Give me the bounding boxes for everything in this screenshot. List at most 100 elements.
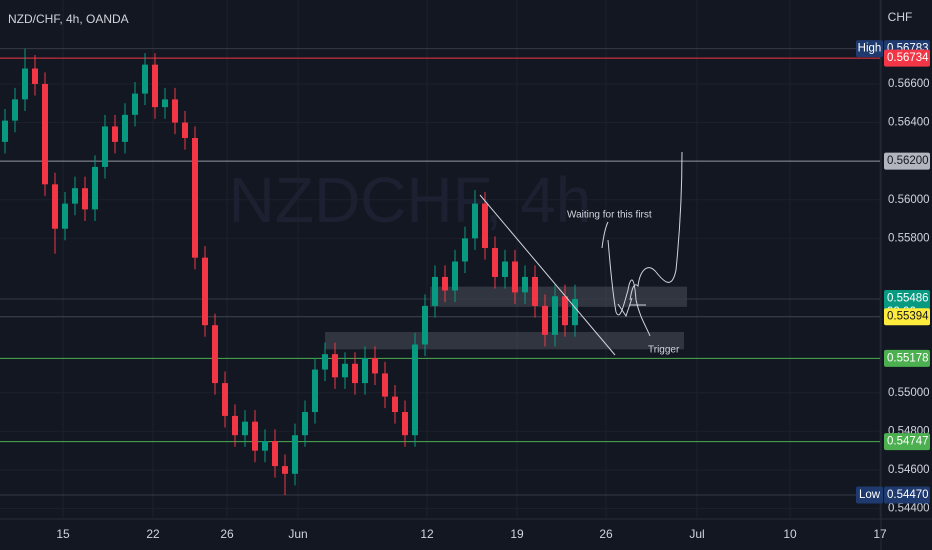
y-tick-label: 0.56000 <box>888 194 930 206</box>
candle-body <box>482 203 488 248</box>
price-tag-box <box>856 486 883 504</box>
price-label: 0.55486 <box>887 292 929 304</box>
zone <box>430 286 687 307</box>
price-label: 0.55178 <box>887 352 929 364</box>
price-label: 0.55394 <box>887 311 929 323</box>
candle-body <box>512 261 518 293</box>
candle-body <box>102 126 108 167</box>
candle-body <box>2 120 8 142</box>
watermark: NZDCHF, 4h <box>229 164 592 236</box>
candle-body <box>292 435 298 474</box>
drawn-mark <box>617 297 646 318</box>
price-lines <box>0 48 880 496</box>
y-tick-label: 0.55800 <box>888 232 930 244</box>
candle-body <box>232 415 238 436</box>
candle-body <box>312 369 318 413</box>
y-tick-label: 0.56600 <box>888 78 930 90</box>
candle-body <box>532 276 538 306</box>
candle-body <box>162 99 168 108</box>
currency: CHF <box>888 10 913 24</box>
candle-body <box>152 64 158 108</box>
candle-body <box>362 358 368 384</box>
candle-body <box>222 383 228 416</box>
candle-body <box>432 276 438 306</box>
candle-body <box>322 354 328 370</box>
candle-body <box>172 99 178 123</box>
y-tick-label: 0.56400 <box>888 117 930 129</box>
candles <box>2 48 578 496</box>
candle-body <box>42 83 48 185</box>
candle-body <box>92 166 98 210</box>
candle-body <box>562 296 568 326</box>
price-label: 0.54747 <box>887 436 929 448</box>
candle-body <box>282 466 288 474</box>
candle-body <box>62 203 68 229</box>
x-tick-label: 19 <box>510 527 524 541</box>
candle-body <box>462 238 468 262</box>
x-tick-label: 12 <box>420 527 434 541</box>
candle-body <box>212 325 218 384</box>
candle-body <box>82 188 88 210</box>
x-tick-label: 17 <box>873 527 887 541</box>
candle-body <box>422 305 428 345</box>
x-tick-label: Jul <box>689 527 704 541</box>
price-label: 0.54470 <box>887 489 929 501</box>
annotation: Trigger <box>648 345 680 356</box>
candle-body <box>372 358 378 374</box>
candle-body <box>122 114 128 142</box>
price-label: 0.56200 <box>887 155 929 167</box>
y-tick-label: 0.55000 <box>888 387 930 399</box>
candle-body <box>382 373 388 397</box>
price-label: 0.56734 <box>887 52 929 64</box>
candle-body <box>272 440 278 467</box>
candle-body <box>262 440 268 451</box>
annotation: Waiting for this first <box>567 210 652 221</box>
x-tick-label: 26 <box>599 527 613 541</box>
candle-body <box>252 421 258 451</box>
price-label-box <box>884 49 930 67</box>
candle-body <box>242 421 248 436</box>
candle-body <box>452 261 458 291</box>
price-label-box <box>884 152 930 170</box>
candle-body <box>412 344 418 436</box>
candle-body <box>472 203 478 239</box>
candle-body <box>502 261 508 277</box>
drawn-path <box>601 221 651 337</box>
candle-body <box>112 126 118 142</box>
candle-body <box>192 137 198 258</box>
candle-body <box>342 363 348 378</box>
zone <box>325 331 684 350</box>
candle-body <box>32 68 38 84</box>
trend-line <box>479 194 616 356</box>
candle-body <box>552 296 558 335</box>
price-tag: Low <box>859 489 881 501</box>
candle-body <box>132 93 138 115</box>
drawn-path <box>629 151 683 301</box>
x-tick-label: 10 <box>783 527 797 541</box>
candle-body <box>442 276 448 291</box>
candle-body <box>542 305 548 335</box>
x-tick-label: 22 <box>146 527 160 541</box>
candle-body <box>22 68 28 100</box>
candle-body <box>202 257 208 326</box>
x-tick-label: 15 <box>56 527 70 541</box>
chart-title: NZD/CHF, 4h, OANDA <box>8 12 129 26</box>
candle-body <box>72 188 78 204</box>
x-tick-label: 26 <box>220 527 234 541</box>
price-label-box <box>884 349 930 367</box>
price-label-box <box>884 308 930 326</box>
candle-body <box>52 184 58 229</box>
candle-body <box>182 122 188 138</box>
candle-body <box>572 298 578 326</box>
price-label-box <box>884 433 930 451</box>
candle-body <box>302 412 308 436</box>
candle-body <box>492 247 498 277</box>
y-tick-label: 0.54600 <box>888 464 930 476</box>
candle-body <box>332 354 338 378</box>
candle-body <box>142 64 148 94</box>
price-tag-box <box>856 40 883 58</box>
candle-body <box>522 276 528 293</box>
